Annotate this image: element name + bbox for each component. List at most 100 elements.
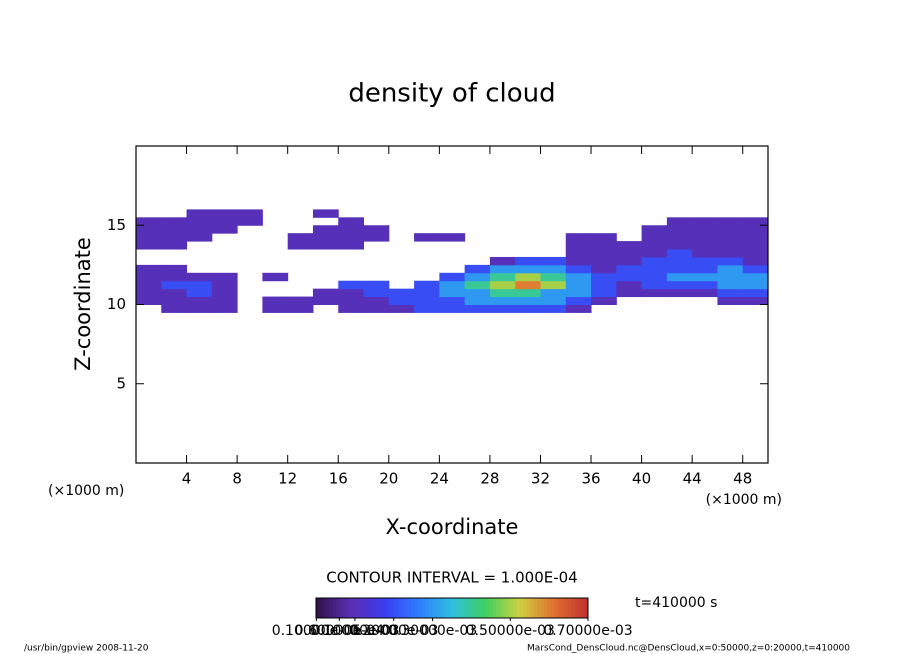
cell bbox=[287, 304, 314, 313]
cell bbox=[515, 280, 541, 290]
colorbar-tick-label: 0.10000e-05 bbox=[272, 623, 361, 639]
cell bbox=[742, 256, 769, 266]
cell bbox=[717, 217, 744, 226]
colorbar-segment bbox=[373, 598, 378, 618]
colorbar-segment bbox=[486, 598, 490, 618]
cell bbox=[161, 233, 188, 242]
colorbar-segment bbox=[564, 598, 569, 618]
colorbar-segment bbox=[401, 598, 405, 618]
colorbar-tick-label: 0.30000e-03 bbox=[388, 623, 477, 639]
colorbar-segment bbox=[458, 598, 463, 618]
colorbar-segment bbox=[567, 598, 572, 618]
cell bbox=[515, 264, 541, 274]
colorbar-segment bbox=[397, 598, 402, 618]
cell bbox=[338, 288, 365, 298]
colorbar-segment bbox=[441, 598, 446, 618]
colorbar-segment bbox=[343, 598, 348, 618]
cell bbox=[464, 288, 491, 298]
colorbar-segment bbox=[455, 598, 460, 618]
y-tick-label: 15 bbox=[107, 216, 126, 234]
y-tick-label: 5 bbox=[116, 374, 126, 392]
x-unit-label: (×1000 m) bbox=[706, 492, 782, 508]
cell bbox=[186, 280, 213, 290]
cell bbox=[742, 288, 769, 298]
colorbar-tick-label: 0.50000e-03 bbox=[466, 623, 555, 639]
colorbar-segment bbox=[380, 598, 385, 618]
cell bbox=[641, 256, 668, 266]
cell bbox=[414, 288, 440, 298]
cell bbox=[464, 264, 491, 274]
cell bbox=[641, 288, 668, 298]
cell bbox=[489, 288, 516, 298]
cell bbox=[388, 304, 415, 313]
colorbar-segment bbox=[414, 598, 419, 618]
colorbar-segment bbox=[404, 598, 409, 618]
cell bbox=[717, 280, 744, 290]
cell bbox=[186, 296, 213, 305]
cell bbox=[161, 288, 188, 298]
cell bbox=[565, 272, 592, 282]
cell bbox=[338, 280, 365, 290]
cell bbox=[742, 264, 769, 274]
colorbar-segment bbox=[336, 598, 341, 618]
cell bbox=[186, 225, 213, 234]
colorbar-segment bbox=[316, 598, 320, 618]
colorbar-segment bbox=[363, 598, 368, 618]
cell bbox=[186, 233, 213, 242]
cell bbox=[641, 272, 668, 282]
cell bbox=[363, 304, 390, 313]
colorbar-segment bbox=[333, 598, 337, 618]
cell bbox=[666, 264, 693, 274]
cell bbox=[388, 288, 415, 298]
colorbar-segment bbox=[550, 598, 555, 618]
colorbar-segment bbox=[424, 598, 429, 618]
cell bbox=[692, 264, 718, 274]
cell bbox=[717, 264, 744, 274]
colorbar-segment bbox=[438, 598, 443, 618]
cell bbox=[136, 241, 162, 250]
colorbar-segment bbox=[509, 598, 514, 618]
cell bbox=[591, 256, 617, 266]
colorbar-segment bbox=[581, 598, 586, 618]
colorbar-segment bbox=[475, 598, 480, 618]
x-tick-label: 4 bbox=[182, 470, 192, 488]
colorbar-segment bbox=[411, 598, 416, 618]
colorbar-segment bbox=[506, 598, 511, 618]
cell bbox=[186, 217, 213, 226]
cell bbox=[211, 272, 238, 282]
y-axis-label: Z-coordinate bbox=[71, 237, 95, 371]
colorbar-segment bbox=[428, 598, 433, 618]
cell bbox=[439, 296, 466, 305]
cell bbox=[742, 280, 769, 290]
cell bbox=[717, 225, 744, 234]
cell bbox=[161, 296, 188, 305]
colorbar-segment bbox=[350, 598, 354, 618]
cell bbox=[161, 225, 188, 234]
colorbar-tick-label: 0.10000e-03 bbox=[310, 623, 399, 639]
y-tick-label: 10 bbox=[107, 295, 126, 313]
x-tick-label: 20 bbox=[379, 470, 398, 488]
colorbar-segment bbox=[322, 598, 327, 618]
cell bbox=[692, 288, 718, 298]
chart-title: density of cloud bbox=[348, 79, 555, 109]
cell bbox=[136, 280, 162, 290]
cell bbox=[161, 272, 188, 282]
cell bbox=[211, 209, 238, 218]
x-tick-label: 12 bbox=[278, 470, 297, 488]
colorbar-segment bbox=[554, 598, 558, 618]
colorbar-segment bbox=[418, 598, 422, 618]
cell bbox=[717, 296, 744, 305]
colorbar-segment bbox=[584, 598, 589, 618]
x-tick-label: 44 bbox=[683, 470, 702, 488]
cell bbox=[692, 256, 718, 266]
cell bbox=[717, 233, 744, 242]
colorbar-segment bbox=[356, 598, 361, 618]
cell bbox=[489, 296, 516, 305]
x-tick-label: 40 bbox=[632, 470, 651, 488]
cell bbox=[211, 225, 238, 234]
cell bbox=[616, 280, 643, 290]
colorbar-segment bbox=[462, 598, 467, 618]
cell bbox=[439, 304, 466, 313]
colorbar-segment bbox=[469, 598, 473, 618]
cell bbox=[591, 296, 617, 305]
